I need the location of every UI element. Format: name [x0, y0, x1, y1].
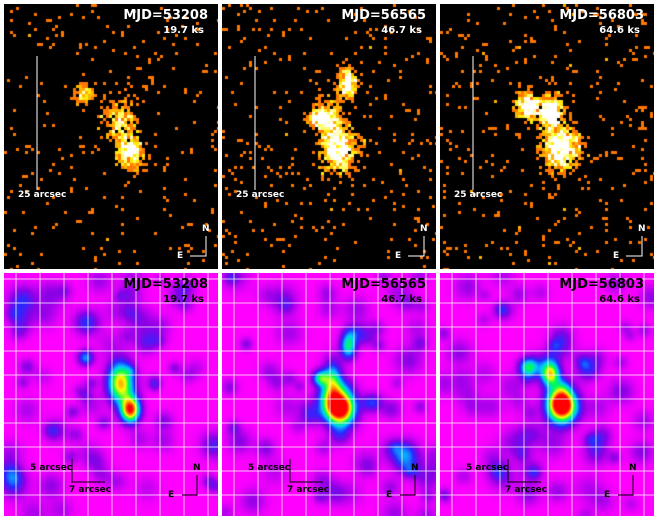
- north-label: N: [638, 224, 646, 234]
- exposure-label: 46.7 ks: [381, 25, 422, 36]
- east-label: E: [177, 251, 184, 261]
- overlay: [36, 56, 207, 257]
- mjd-label: MJD=56565: [341, 8, 426, 23]
- scale-bars: [71, 459, 105, 483]
- scale-label: 25 arcsec: [18, 190, 67, 200]
- scale-label-vertical: 5 arcsec: [466, 463, 509, 473]
- overlay: [507, 459, 634, 496]
- scale-label-vertical: 5 arcsec: [248, 463, 291, 473]
- exposure-label: 64.6 ks: [599, 294, 640, 305]
- exposure-label: 64.6 ks: [599, 25, 640, 36]
- compass-arrows: [400, 475, 416, 496]
- smoothed-image-panel-2: MJD=56565 46.7 ks 5 arcsec 7 arcsec N E: [222, 273, 436, 516]
- compass-arrows: [618, 475, 634, 496]
- mjd-label: MJD=53208: [123, 277, 208, 292]
- scale-label-horizontal: 7 arcsec: [287, 485, 330, 495]
- scale-label-horizontal: 7 arcsec: [69, 485, 112, 495]
- mjd-label: MJD=53208: [123, 8, 208, 23]
- compass-arrows: [408, 236, 425, 257]
- raw-counts-image: [4, 4, 218, 269]
- north-label: N: [202, 224, 210, 234]
- overlay: [472, 56, 643, 257]
- east-label: E: [386, 490, 393, 500]
- scale-label-horizontal: 7 arcsec: [505, 485, 548, 495]
- east-label: E: [613, 251, 620, 261]
- raw-image-panel-3: MJD=56803 64.6 ks 25 arcsec N E: [440, 4, 654, 269]
- raw-counts-image: [222, 4, 436, 269]
- smoothed-image-panel-3: MJD=56803 64.6 ks 5 arcsec 7 arcsec N E: [440, 273, 654, 516]
- coordinate-grid: [222, 273, 436, 516]
- mjd-label: MJD=56803: [559, 8, 644, 23]
- east-label: E: [168, 490, 175, 500]
- exposure-label: 46.7 ks: [381, 294, 422, 305]
- scale-label: 25 arcsec: [236, 190, 285, 200]
- scale-label: 25 arcsec: [454, 190, 503, 200]
- compass-arrows: [626, 236, 643, 257]
- overlay: [71, 459, 198, 496]
- compass-arrows: [190, 236, 207, 257]
- scale-label-vertical: 5 arcsec: [30, 463, 73, 473]
- east-label: E: [395, 251, 402, 261]
- north-label: N: [193, 463, 201, 473]
- raw-counts-image: [440, 4, 654, 269]
- mjd-label: MJD=56565: [341, 277, 426, 292]
- exposure-label: 19.7 ks: [163, 294, 204, 305]
- overlay: [254, 56, 425, 257]
- mjd-label: MJD=56803: [559, 277, 644, 292]
- compass-arrows: [182, 475, 198, 496]
- raw-image-panel-2: MJD=56565 46.7 ks 25 arcsec N E: [222, 4, 436, 269]
- east-label: E: [604, 490, 611, 500]
- north-label: N: [420, 224, 428, 234]
- scale-bars: [507, 459, 541, 483]
- north-label: N: [629, 463, 637, 473]
- smoothed-image-panel-1: MJD=53208 19.7 ks 5 arcsec 7 arcsec N E: [4, 273, 218, 516]
- north-label: N: [411, 463, 419, 473]
- raw-image-panel-1: MJD=53208 19.7 ks 25 arcsec N E: [4, 4, 218, 269]
- scale-bars: [289, 459, 323, 483]
- coordinate-grid: [4, 273, 218, 516]
- exposure-label: 19.7 ks: [163, 25, 204, 36]
- overlay: [289, 459, 416, 496]
- coordinate-grid: [440, 273, 654, 516]
